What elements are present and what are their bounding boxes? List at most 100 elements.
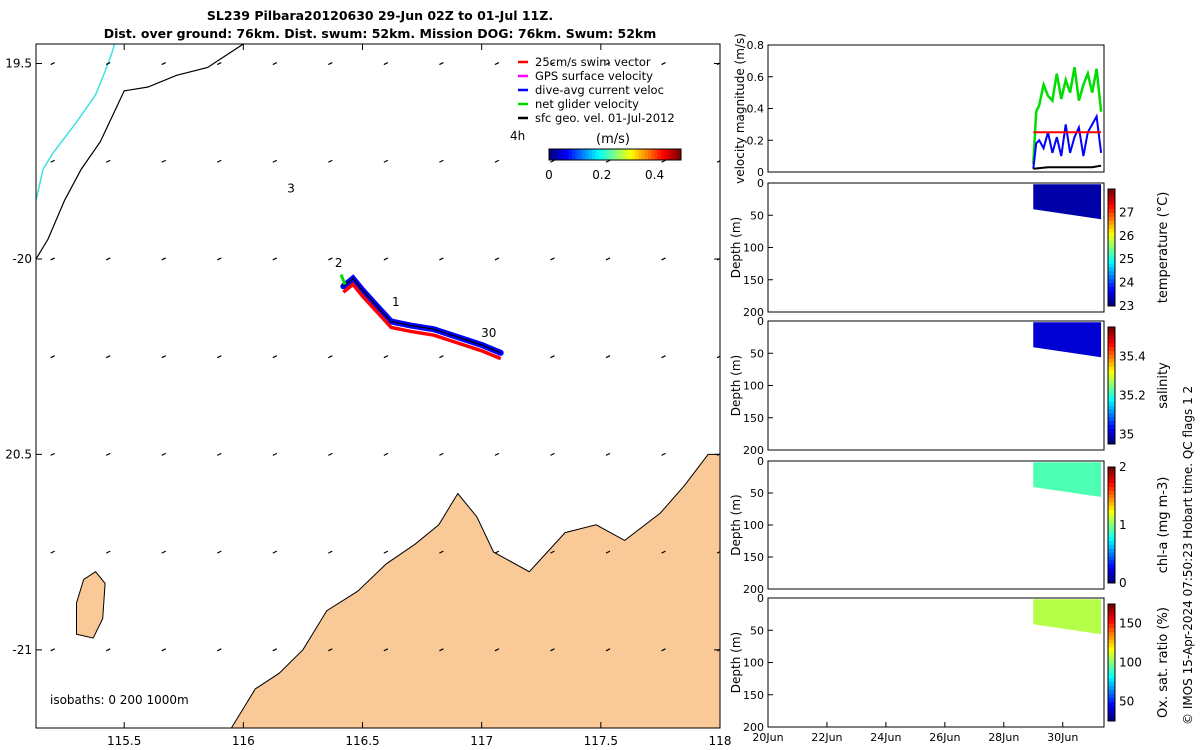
geo-velocity-arrow: [661, 159, 666, 163]
salinity-colorbar-cell: [1108, 381, 1115, 386]
salinity-colorbar-cell: [1108, 440, 1115, 445]
chla-colorbar-cell: [1108, 528, 1115, 534]
geo-velocity-arrow: [605, 452, 611, 456]
geo-velocity-arrow: [605, 62, 611, 66]
temperature-y-tick-label: 200: [743, 306, 764, 319]
map-y-tick-label: 19.5: [5, 57, 32, 71]
salinity-colorbar-cell: [1108, 350, 1115, 355]
geo-velocity-arrow: [105, 550, 111, 554]
isobath-200-line: [36, 44, 245, 260]
oxygen-colorbar-cell: [1108, 607, 1115, 613]
geo-velocity-arrow: [328, 648, 333, 652]
temperature-colorbar-cell: [1108, 251, 1115, 256]
colorbar-cell: [565, 149, 570, 160]
velocity-series-current: [1032, 113, 1103, 169]
geo-velocity-arrow: [161, 550, 167, 554]
velocity-y-tick-label: 0.6: [747, 71, 765, 84]
oxygen-colorbar-cell: [1108, 650, 1115, 656]
geo-velocity-arrow: [605, 355, 611, 359]
geo-velocity-arrow: [494, 257, 500, 261]
track-line: [343, 277, 501, 354]
geo-velocity-arrow: [550, 355, 555, 359]
geo-velocity-arrow: [217, 550, 222, 554]
salinity-data-patch: [1033, 322, 1102, 358]
chla-y-tick-label: 50: [750, 487, 764, 500]
salinity-colorbar-cell: [1108, 405, 1115, 410]
chla-colorbar-cell: [1108, 517, 1115, 522]
geo-velocity-arrow: [383, 62, 389, 66]
temperature-colorbar-cell: [1108, 204, 1115, 209]
oxygen-colorbar-tick-label: 100: [1119, 656, 1142, 670]
temperature-data-patch: [1033, 184, 1102, 220]
salinity-colorbar-cell: [1108, 327, 1115, 332]
colorbar-cell: [611, 149, 616, 160]
geo-velocity-arrow: [605, 159, 611, 163]
colorbar-cell: [641, 149, 646, 160]
geo-velocity-arrow: [50, 355, 55, 359]
velocity-ylabel: velocity magnitude (m/s): [733, 33, 747, 184]
geo-velocity-arrow: [328, 62, 333, 66]
salinity-colorbar-cell: [1108, 385, 1115, 390]
colorbar-cell: [651, 149, 656, 160]
colorbar-cell: [598, 149, 603, 160]
chla-colorbar-cell: [1108, 544, 1115, 549]
temperature-colorbar-cell: [1108, 259, 1115, 264]
colorbar-cell: [618, 149, 623, 160]
salinity-colorbar-tick-label: 35.4: [1119, 349, 1146, 363]
geo-velocity-arrow: [50, 159, 55, 163]
oxygen-colorbar-cell: [1108, 705, 1115, 710]
oxygen-colorbar-cell: [1108, 646, 1115, 652]
geo-velocity-arrow: [272, 159, 278, 163]
geo-velocity-arrow: [439, 355, 444, 359]
chla-colorbar-cell: [1108, 571, 1115, 576]
colorbar-cell: [549, 149, 553, 160]
geo-velocity-arrow: [50, 452, 55, 456]
colorbar-cell: [621, 149, 626, 160]
chla-colorbar-cell: [1108, 505, 1115, 511]
geo-velocity-arrow: [550, 648, 555, 652]
chla-colorbar-tick-label: 1: [1119, 518, 1127, 532]
geo-velocity-arrow: [272, 355, 278, 359]
temperature-colorbar-cell: [1108, 200, 1115, 206]
chla-colorbar-cell: [1108, 559, 1115, 565]
salinity-colorbar-cell: [1108, 436, 1115, 441]
time-x-tick-label: 22Jun: [811, 731, 842, 744]
geo-velocity-arrow: [383, 355, 389, 359]
oxygen-colorbar-tick-label: 50: [1119, 695, 1134, 709]
salinity-colorbar-cell: [1108, 369, 1115, 375]
temperature-y-tick-label: 50: [750, 209, 764, 222]
temperature-colorbar-cell: [1108, 220, 1115, 225]
salinity-colorbar-cell: [1108, 377, 1115, 383]
colorbar-cell: [674, 149, 679, 160]
chart-title: SL239 Pilbara20120630 29-Jun 02Z to 01-J…: [206, 8, 554, 23]
oxygen-colorbar-frame: [1107, 603, 1116, 722]
oxygen-colorbar-cell: [1108, 678, 1115, 683]
geo-velocity-arrow: [494, 648, 500, 652]
chla-colorbar-cell: [1108, 467, 1115, 472]
track-day-label: 30: [481, 326, 496, 340]
geo-velocity-arrow: [161, 159, 167, 163]
temperature-colorbar-cell: [1108, 192, 1115, 198]
oxygen-colorbar-cell: [1108, 662, 1115, 667]
legend-label: net glider velocity: [535, 97, 639, 111]
geo-velocity-arrow: [272, 62, 278, 66]
salinity-y-tick-label: 150: [743, 412, 764, 425]
temperature-colorbar-cell: [1108, 239, 1115, 245]
chla-colorbar-cell: [1108, 532, 1115, 538]
colorbar-cell: [664, 149, 669, 160]
colorbar-tick-label: 0.2: [592, 168, 611, 182]
temperature-colorbar-cell: [1108, 270, 1115, 276]
colorbar-cell: [575, 149, 580, 160]
chla-colorbar-cell: [1108, 486, 1115, 491]
oxygen-y-tick-label: 0: [757, 592, 764, 605]
geo-velocity-arrow: [328, 550, 333, 554]
oxygen-colorbar-cell: [1108, 701, 1115, 706]
oxygen-colorbar-cell: [1108, 619, 1115, 624]
geo-velocity-arrow: [328, 452, 333, 456]
geo-velocity-arrow: [383, 159, 389, 163]
track-swim-band: [342, 281, 502, 361]
colorbar-cell: [634, 149, 639, 160]
velocity-y-tick-label: 0.8: [747, 39, 765, 52]
oxygen-y-tick-label: 50: [750, 624, 764, 637]
